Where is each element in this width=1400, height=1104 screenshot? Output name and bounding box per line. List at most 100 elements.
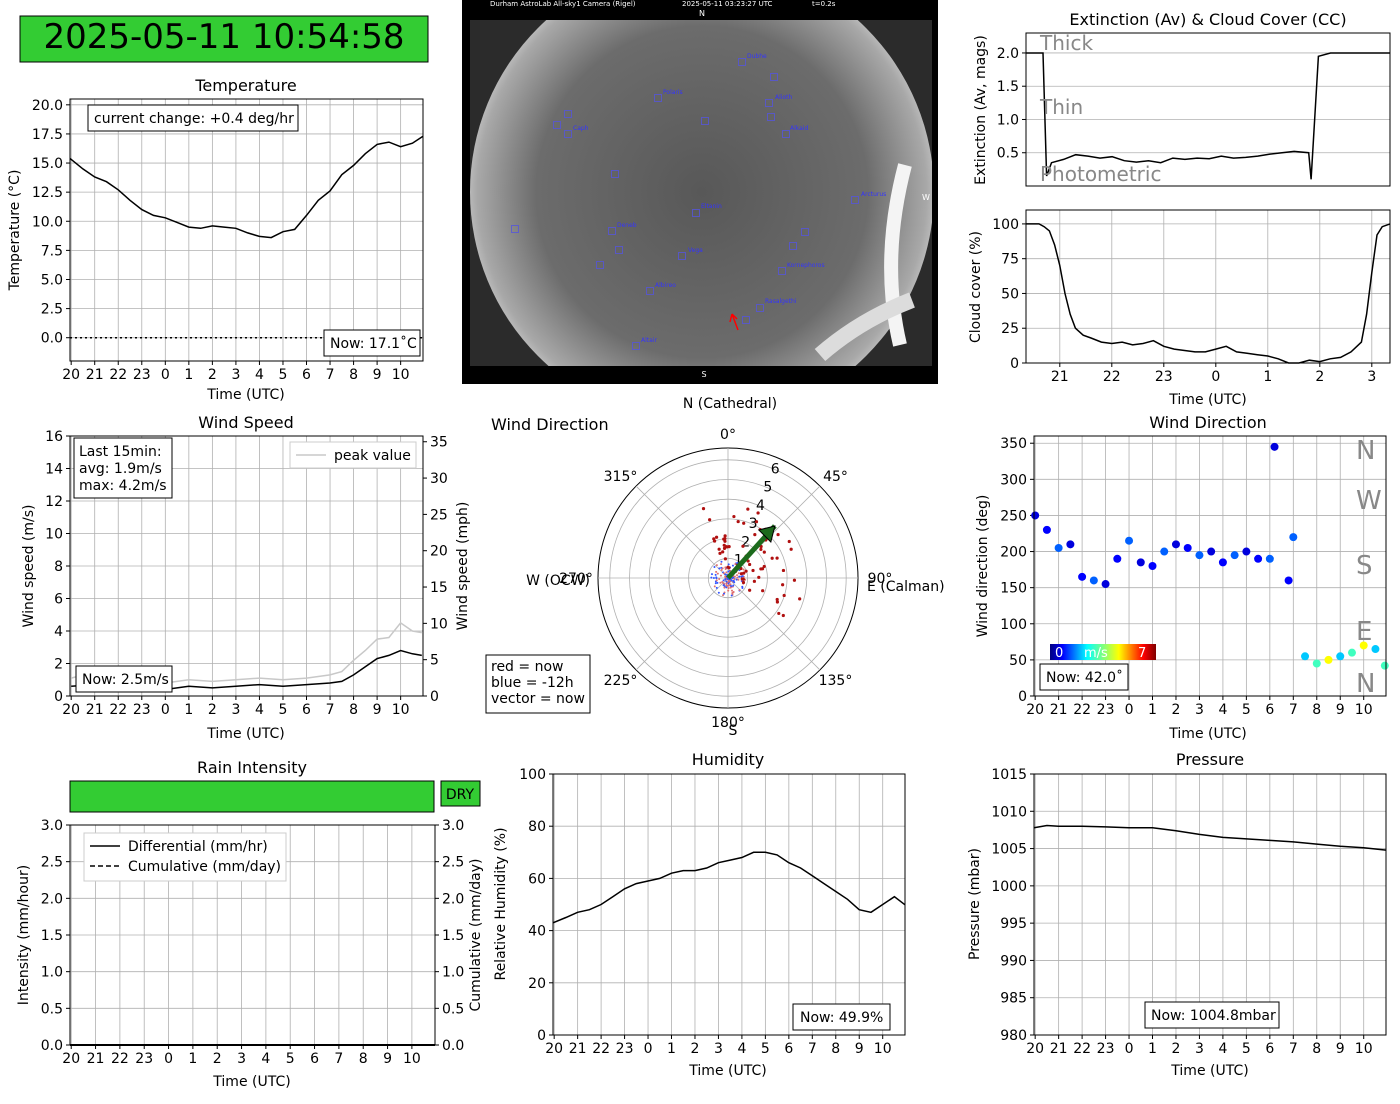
sky-header: Durham AstroLab All-sky1 Camera (Rigel) <box>490 0 636 8</box>
x-tick-label: 2 <box>1172 702 1181 718</box>
polar-point <box>741 577 745 581</box>
x-tick-label: 21 <box>1050 1041 1068 1057</box>
x-tick-label: 7 <box>1289 702 1298 718</box>
temperature-now: Now: 17.1˚C <box>330 335 417 352</box>
polar-point <box>723 534 727 538</box>
polar-angle-label: 225° <box>604 673 638 689</box>
x-tick-label: 23 <box>1097 1041 1115 1057</box>
colorbar-max: 7 <box>1138 646 1146 661</box>
y-tick-label: 995 <box>1000 916 1027 932</box>
wind-dir-point <box>1312 659 1321 668</box>
band-photometric: Photometric <box>1040 162 1161 186</box>
polar-point <box>741 587 744 590</box>
wind-summary-line3: max: 4.2m/s <box>79 478 167 494</box>
y-tick-label: 985 <box>1000 991 1027 1007</box>
polar-point <box>713 566 716 569</box>
sky-dome <box>470 20 932 366</box>
polar-angle-label: 135° <box>819 673 853 689</box>
star-marker-icon <box>608 227 616 235</box>
x-tick-label: 3 <box>1195 702 1204 718</box>
y-tick-label: 25 <box>1001 321 1019 337</box>
y-tick-label: 12.5 <box>32 185 63 201</box>
y-right-tick-label: 0.0 <box>442 1038 464 1054</box>
wind-speed-ylabel-right: Wind speed (mph) <box>455 502 471 631</box>
wind-dir-point <box>1160 547 1169 556</box>
x-tick-label: 5 <box>279 702 288 718</box>
polar-title: Wind Direction <box>491 415 609 434</box>
x-tick-label: 6 <box>310 1051 319 1067</box>
star-marker-icon <box>742 316 750 324</box>
wind-speed-now-box <box>75 665 173 693</box>
x-tick-label: 3 <box>1195 1041 1204 1057</box>
y-tick-label: 1010 <box>991 804 1027 820</box>
polar-point <box>789 547 793 551</box>
x-tick-label: 4 <box>1218 1041 1227 1057</box>
polar-point <box>719 574 722 577</box>
polar-point <box>759 547 763 552</box>
x-tick-label: 22 <box>111 1051 129 1067</box>
wind-dir-point <box>1078 572 1087 581</box>
y-right-tick-label: 5 <box>430 653 439 669</box>
wind-dir-point <box>1284 576 1293 585</box>
polar-point <box>742 568 745 571</box>
temperature-change: current change: +0.4 deg/hr <box>94 111 294 127</box>
polar-spoke <box>635 577 729 671</box>
cloud-cover-xlabel: Time (UTC) <box>1168 392 1246 408</box>
x-tick-label: 8 <box>831 1041 840 1057</box>
y-tick-label: 17.5 <box>32 127 63 143</box>
polar-west-label: W (OCW) <box>526 573 590 589</box>
x-tick-label: 22 <box>109 367 127 383</box>
polar-point <box>723 557 727 561</box>
wind-dir-point <box>1125 536 1134 545</box>
temperature-plot: 20 21 22 23 0 1 2 3 4 5 6 7 8 9 100.02.55.07.510.012.5… <box>32 98 424 383</box>
polar-point <box>732 584 735 587</box>
wind-polar-plot: 0° 45° 90° 135° 180° 225° 270° 315° 1 2 3 4 5 6 <box>559 427 892 731</box>
polar-point <box>739 572 744 576</box>
star-label: Vega <box>688 247 703 254</box>
x-tick-label: 7 <box>326 367 335 383</box>
x-tick-label: 9 <box>1336 1041 1345 1057</box>
wind-dir-now: Now: 42.0˚ <box>1046 669 1123 686</box>
polar-point <box>752 579 756 583</box>
x-tick-label: 9 <box>383 1051 392 1067</box>
y-tick-label: 12 <box>45 494 63 510</box>
peak-legend-label: peak value <box>334 448 411 464</box>
x-tick-label: 0 <box>644 1041 653 1057</box>
polar-point <box>715 564 718 567</box>
x-tick-label: 8 <box>1312 1041 1321 1057</box>
polar-point <box>727 579 730 582</box>
star-marker-icon <box>553 121 561 129</box>
plot-border <box>69 824 436 1046</box>
wind-dir-point <box>1324 655 1333 664</box>
x-tick-label: 22 <box>1073 702 1091 718</box>
plot-border <box>1025 209 1391 364</box>
y-tick-label: 2 <box>54 657 63 673</box>
x-tick-label: 3 <box>231 367 240 383</box>
wind-dir-now-box <box>1039 663 1129 691</box>
temperature-now-box <box>323 329 421 357</box>
wind-dir-xlabel: Time (UTC) <box>1168 726 1246 742</box>
y-tick-label: 350 <box>1000 436 1027 452</box>
y-tick-label: 14 <box>45 462 63 478</box>
y-tick-label: 15.0 <box>32 156 63 172</box>
polar-point <box>736 574 739 577</box>
y-tick-label: 40 <box>528 924 546 940</box>
polar-point <box>727 545 731 549</box>
polar-point <box>725 580 728 583</box>
polar-point <box>775 556 779 560</box>
star-marker-icon <box>778 267 786 275</box>
polar-point <box>726 565 730 569</box>
humidity-now: Now: 49.9% <box>800 1010 883 1026</box>
polar-point <box>753 533 757 537</box>
wind-dir-point <box>1289 533 1298 542</box>
x-tick-label: 3 <box>714 1041 723 1057</box>
pressure-title: Pressure <box>1176 750 1244 769</box>
polar-point <box>710 576 713 579</box>
y-tick-label: 0 <box>1010 356 1019 372</box>
series-line <box>69 135 424 239</box>
x-tick-label: 0 <box>161 702 170 718</box>
extinction-title: Extinction (Av) & Cloud Cover (CC) <box>1069 10 1346 29</box>
wind-dir-point <box>1336 652 1345 661</box>
sky-compass-n: N <box>699 9 705 18</box>
